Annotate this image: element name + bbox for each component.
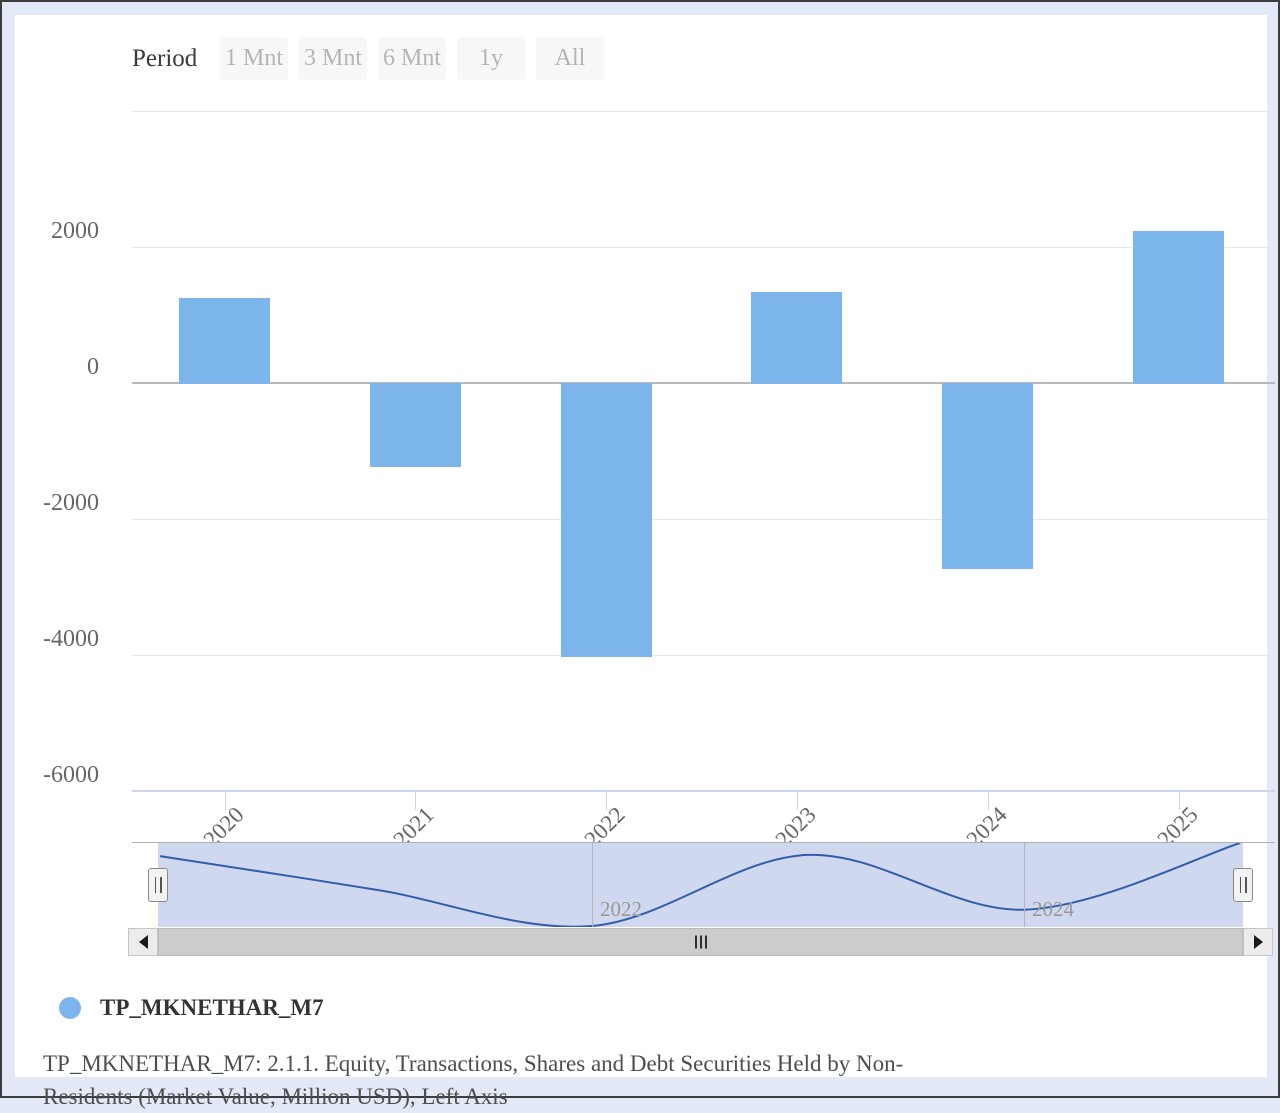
- x-axis-tick-2024: [987, 792, 989, 810]
- x-axis-tick-2023: [796, 792, 798, 810]
- bar-2024[interactable]: [942, 383, 1034, 570]
- y-axis-label--2000: -2000: [43, 490, 99, 516]
- legend-marker-icon: [59, 997, 81, 1019]
- y-axis-label--6000: -6000: [43, 762, 99, 788]
- gridline-4000: [132, 111, 1275, 112]
- x-axis-line: [132, 790, 1275, 792]
- y-axis-label-0: 0: [87, 354, 99, 380]
- x-axis-tick-2025: [1178, 792, 1180, 810]
- chart-card: Period 1 Mnt 3 Mnt 6 Mnt 1y All 2000 0 -2000 -4…: [15, 15, 1275, 1109]
- navigator-bandline-2022: [592, 843, 593, 927]
- navigator-series-line: [159, 843, 1241, 927]
- scrollbar-grip-icon: [694, 935, 707, 949]
- gridline--2000: [132, 519, 1275, 520]
- navigator-bandlabel-2022: 2022: [600, 897, 642, 921]
- bar-2025[interactable]: [1133, 231, 1224, 384]
- period-label: Period: [132, 45, 198, 72]
- navigator-outline: [132, 842, 1275, 843]
- x-axis-tick-2022: [606, 792, 608, 810]
- y-axis-label--4000: -4000: [43, 626, 99, 652]
- period-button-6-mnt[interactable]: 6 Mnt: [378, 37, 446, 80]
- bar-2021[interactable]: [369, 383, 461, 468]
- period-button-all[interactable]: All: [536, 37, 604, 80]
- navigator-bandlabel-2024: 2024: [1032, 897, 1074, 921]
- period-button-1y[interactable]: 1y: [457, 37, 525, 80]
- period-button-1-mnt[interactable]: 1 Mnt: [220, 37, 288, 80]
- series-description: TP_MKNETHAR_M7: 2.1.1. Equity, Transacti…: [43, 1051, 904, 1109]
- gridline-2000: [132, 247, 1275, 248]
- navigator-range[interactable]: [158, 843, 1243, 927]
- bar-2023[interactable]: [751, 291, 843, 384]
- period-button-3-mnt[interactable]: 3 Mnt: [299, 37, 367, 80]
- scrollbar-thumb[interactable]: [158, 928, 1243, 956]
- x-axis-tick-2021: [415, 792, 417, 810]
- gridline-zero: [132, 382, 1275, 384]
- bar-2022[interactable]: [560, 383, 652, 657]
- navigator-left-handle[interactable]: [148, 868, 168, 902]
- scrollbar-left-button[interactable]: [128, 928, 158, 956]
- y-axis-label-2000: 2000: [51, 218, 99, 244]
- legend-item[interactable]: TP_MKNETHAR_M7: [100, 995, 324, 1020]
- scroll-right-arrow-icon: [1253, 935, 1263, 949]
- bar-2020[interactable]: [179, 297, 270, 384]
- navigator-bandline-2024: [1024, 843, 1025, 927]
- scroll-left-arrow-icon: [138, 935, 148, 949]
- x-axis-tick-2020: [224, 792, 226, 810]
- navigator-right-handle[interactable]: [1233, 868, 1253, 902]
- scrollbar-right-button[interactable]: [1243, 928, 1273, 956]
- gridline--4000: [132, 655, 1275, 656]
